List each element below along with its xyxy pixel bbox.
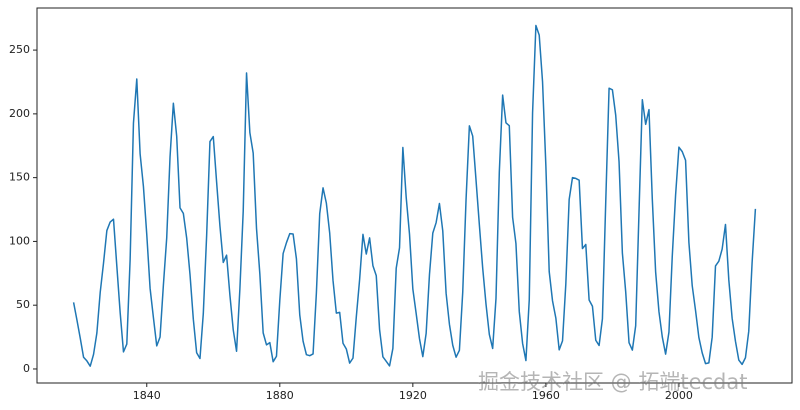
y-tick-label: 100 (9, 234, 30, 247)
plot-frame (36, 7, 793, 384)
y-tick-label: 150 (9, 171, 30, 184)
x-tick-label: 1840 (133, 389, 161, 402)
y-tick-label: 0 (23, 362, 30, 375)
x-tick-label: 1920 (399, 389, 427, 402)
data-line (72, 24, 757, 367)
x-tick-label: 1960 (532, 389, 560, 402)
y-tick-label: 250 (9, 43, 30, 56)
watermark: 掘金技术社区 @ 拓端tecdat (478, 370, 747, 394)
x-tick-label: 2000 (665, 389, 693, 402)
y-tick-label: 50 (16, 298, 30, 311)
x-tick-label: 1880 (266, 389, 294, 402)
y-tick-label: 200 (9, 107, 30, 120)
